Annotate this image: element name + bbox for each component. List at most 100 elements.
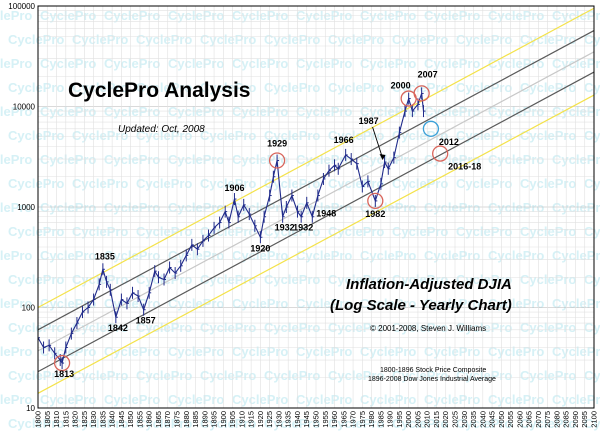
annotation-circle <box>53 354 71 372</box>
watermark-text: CyclePro <box>584 32 600 47</box>
annotation-label: 2016-18 <box>448 162 481 172</box>
watermark-text: CyclePro <box>40 248 96 263</box>
x-tick-label: 2065 <box>525 411 534 428</box>
watermark-text: CyclePro <box>520 32 576 47</box>
updated-label: Updated: Oct, 2008 <box>118 124 205 135</box>
source-line-1: 1800-1896 Stock Price Composite <box>380 367 486 374</box>
x-tick-label: 1870 <box>163 411 172 428</box>
x-tick-label: 1900 <box>219 411 228 428</box>
y-tick-label: 100000 <box>8 2 35 11</box>
watermark-text: CyclePro <box>392 176 448 191</box>
watermark-text: CyclePro <box>456 368 512 383</box>
watermark-text: CyclePro <box>8 224 64 239</box>
watermark-text: CyclePro <box>8 320 64 335</box>
watermark-text: CyclePro <box>264 32 320 47</box>
watermark-text: CyclePro <box>360 200 416 215</box>
watermark-text: CyclePro <box>72 368 128 383</box>
watermark-text: CyclePro <box>456 224 512 239</box>
x-tick-label: 1955 <box>321 411 330 428</box>
x-tick-label: 2005 <box>413 411 422 428</box>
x-tick-label: 2010 <box>423 411 432 428</box>
watermark-text: CyclePro <box>520 272 576 287</box>
watermark-text: CyclePro <box>200 128 256 143</box>
watermark-text: CyclePro <box>104 104 160 119</box>
x-tick-label: 2100 <box>590 411 599 428</box>
x-tick-label: 1865 <box>154 411 163 428</box>
watermark-text: CyclePro <box>328 176 384 191</box>
y-tick-label: 1000 <box>17 203 35 212</box>
watermark-text: CyclePro <box>40 104 96 119</box>
x-tick-label: 1940 <box>293 411 302 428</box>
watermark-text: CyclePro <box>488 152 544 167</box>
annotation-label: 1932 <box>293 223 313 233</box>
watermark-text: CyclePro <box>264 80 320 95</box>
x-tick-label: 1885 <box>191 411 200 428</box>
annotation-circle <box>413 85 430 102</box>
y-tick-label: 10 <box>26 404 35 413</box>
watermark-text: CyclePro <box>72 176 128 191</box>
watermark-text: CyclePro <box>552 104 600 119</box>
watermark-text: CyclePro <box>360 152 416 167</box>
x-tick-label: 2020 <box>441 411 450 428</box>
x-tick-label: 1820 <box>71 411 80 428</box>
watermark-text: CyclePro <box>168 56 224 71</box>
annotation-arrowhead <box>379 154 386 161</box>
watermark-text: CyclePro <box>72 224 128 239</box>
watermark-text: CyclePro <box>424 248 480 263</box>
watermark-text: CyclePro <box>488 104 544 119</box>
watermark-text: CyclePro <box>264 128 320 143</box>
watermark-text: CyclePro <box>424 392 480 407</box>
watermark-text: CyclePro <box>328 128 384 143</box>
y-tick-label: 100 <box>22 304 36 313</box>
watermark-text: CyclePro <box>8 368 64 383</box>
watermark-text: CyclePro <box>72 320 128 335</box>
annotation-label: 1966 <box>334 135 354 145</box>
watermark-text: CyclePro <box>456 32 512 47</box>
watermark-text: CyclePro <box>456 416 512 431</box>
y-tick-label: 10000 <box>13 103 36 112</box>
watermark-text: CyclePro <box>520 224 576 239</box>
watermark-text: CyclePro <box>104 152 160 167</box>
x-tick-label: 1850 <box>126 411 135 428</box>
watermark-text: CyclePro <box>488 56 544 71</box>
watermark-text: CyclePro <box>264 272 320 287</box>
annotation-label: 1857 <box>136 316 156 326</box>
watermark-text: CyclePro <box>552 56 600 71</box>
watermark-text: CyclePro <box>360 392 416 407</box>
annotation-label: 1842 <box>108 323 128 333</box>
x-tick-label: 1960 <box>330 411 339 428</box>
annotation-label: 1929 <box>267 139 287 149</box>
x-tick-label: 1835 <box>98 411 107 428</box>
watermark-text: CyclePro <box>104 344 160 359</box>
watermark-text: CyclePro <box>104 56 160 71</box>
watermark-text: CyclePro <box>104 392 160 407</box>
annotation-label: 1835 <box>95 251 115 261</box>
x-tick-label: 1970 <box>349 411 358 428</box>
watermark-text: CyclePro <box>296 104 352 119</box>
x-tick-label: 1935 <box>284 411 293 428</box>
watermark-text: CyclePro <box>392 272 448 287</box>
watermark-text: CyclePro <box>168 392 224 407</box>
watermark-text: CyclePro <box>328 80 384 95</box>
watermark-text: CyclePro <box>328 416 384 431</box>
x-tick-label: 2000 <box>404 411 413 428</box>
annotation-circle <box>367 192 384 210</box>
watermark-text: CyclePro <box>200 32 256 47</box>
x-tick-label: 1985 <box>376 411 385 428</box>
watermark-text: CyclePro <box>360 248 416 263</box>
watermark-text: CyclePro <box>40 152 96 167</box>
watermark-text: CyclePro <box>424 344 480 359</box>
x-tick-label: 1990 <box>386 411 395 428</box>
source-line-2: 1896-2008 Dow Jones Industrial Average <box>368 376 496 383</box>
watermark-text: CyclePro <box>328 368 384 383</box>
x-tick-label: 1800 <box>34 411 43 428</box>
annotation-label: 1948 <box>316 209 336 219</box>
x-tick-label: 1905 <box>228 411 237 428</box>
watermark-text: CyclePro <box>296 56 352 71</box>
channel-line-outer-upper <box>37 7 595 309</box>
watermark-text: CyclePro <box>8 416 64 431</box>
x-tick-label: 2015 <box>432 411 441 428</box>
x-tick-label: 1825 <box>80 411 89 428</box>
x-tick-label: 2035 <box>469 411 478 428</box>
watermark-text: CyclePro <box>584 320 600 335</box>
